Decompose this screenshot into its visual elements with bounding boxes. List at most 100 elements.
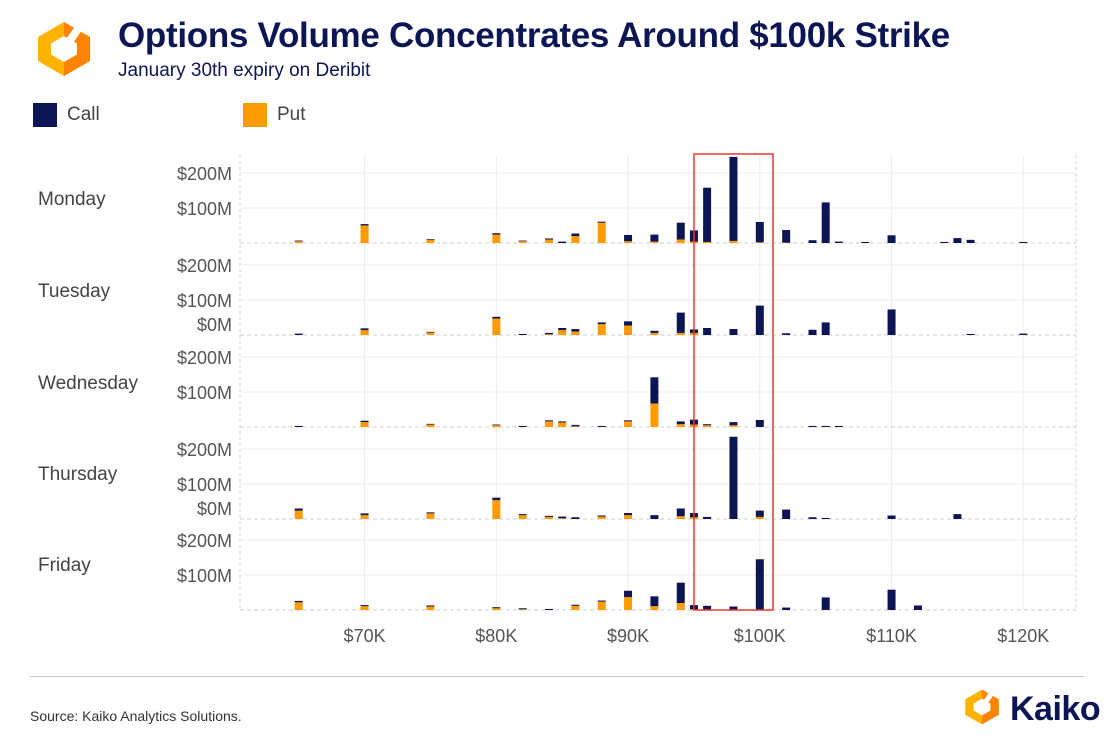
call-bar bbox=[966, 239, 975, 243]
put-bar bbox=[360, 422, 369, 427]
put-bar bbox=[492, 425, 501, 427]
put-bar bbox=[360, 225, 369, 243]
call-bar bbox=[518, 608, 527, 610]
put-bar bbox=[755, 516, 764, 519]
call-bar bbox=[808, 329, 817, 335]
call-bar bbox=[426, 605, 435, 607]
put-bar bbox=[545, 334, 554, 335]
put-bar bbox=[755, 242, 764, 243]
legend-item-put: Put bbox=[243, 103, 306, 127]
source-note: Source: Kaiko Analytics Solutions. bbox=[30, 708, 242, 724]
put-bar bbox=[650, 332, 659, 335]
call-bar bbox=[571, 517, 580, 519]
put-bar bbox=[650, 403, 659, 427]
call-bar bbox=[492, 233, 501, 235]
put-bar bbox=[703, 241, 712, 243]
put-bar bbox=[597, 516, 606, 519]
call-bar bbox=[360, 605, 369, 607]
put-bar bbox=[676, 332, 685, 335]
put-bar bbox=[545, 239, 554, 243]
put-bar bbox=[492, 608, 501, 610]
put-bar bbox=[294, 241, 303, 243]
put-bar bbox=[624, 421, 633, 427]
call-bar bbox=[597, 425, 606, 427]
x-tick-label: $100K bbox=[734, 626, 786, 646]
call-bar bbox=[492, 424, 501, 426]
call-bar bbox=[703, 328, 712, 335]
y-tick-label: $200M bbox=[177, 531, 232, 551]
put-bar bbox=[729, 240, 738, 243]
put-bar bbox=[518, 515, 527, 519]
call-bar bbox=[545, 608, 554, 610]
x-tick-label: $80K bbox=[475, 626, 517, 646]
call-bar bbox=[861, 241, 870, 243]
call-bar bbox=[597, 600, 606, 602]
call-bar bbox=[650, 596, 659, 607]
call-bar bbox=[597, 322, 606, 325]
panel-label: Friday bbox=[38, 555, 91, 576]
put-bar bbox=[676, 603, 685, 610]
call-bar bbox=[913, 605, 922, 610]
chart-title: Options Volume Concentrates Around $100k… bbox=[118, 16, 950, 55]
put-bar bbox=[426, 239, 435, 243]
y-tick-label: $100M bbox=[177, 475, 232, 495]
put-bar bbox=[624, 241, 633, 243]
put-bar bbox=[624, 515, 633, 519]
call-bar bbox=[676, 582, 685, 603]
put-bar bbox=[492, 318, 501, 335]
call-bar bbox=[953, 514, 962, 519]
call-bar bbox=[650, 234, 659, 242]
call-bar bbox=[729, 606, 738, 610]
put-bar bbox=[545, 516, 554, 519]
call-bar bbox=[676, 508, 685, 517]
put-bar bbox=[294, 510, 303, 519]
put-bar bbox=[624, 325, 633, 335]
highlight-box bbox=[693, 153, 774, 611]
call-bar bbox=[558, 241, 567, 243]
call-bar bbox=[887, 589, 896, 610]
panel-label: Thursday bbox=[38, 464, 118, 485]
put-bar bbox=[650, 606, 659, 610]
call-bar bbox=[966, 333, 975, 335]
call-bar bbox=[755, 420, 764, 427]
call-bar bbox=[571, 424, 580, 427]
call-bar bbox=[558, 516, 567, 519]
call-bar bbox=[597, 515, 606, 517]
put-bar bbox=[492, 500, 501, 519]
put-bar bbox=[426, 424, 435, 427]
put-bar bbox=[426, 513, 435, 519]
put-bar bbox=[426, 606, 435, 610]
panel-label: Monday bbox=[38, 189, 106, 210]
put-bar bbox=[597, 601, 606, 610]
put-bar bbox=[492, 234, 501, 243]
kaiko-logo-icon bbox=[33, 20, 95, 78]
call-bar bbox=[834, 241, 843, 243]
put-bar bbox=[703, 425, 712, 427]
call-bar bbox=[650, 377, 659, 404]
put-bar bbox=[729, 425, 738, 427]
put-bar bbox=[571, 236, 580, 243]
call-bar bbox=[729, 436, 738, 519]
put-bar bbox=[545, 421, 554, 427]
call-bar bbox=[782, 230, 791, 243]
call-bar bbox=[703, 516, 712, 519]
put-bar bbox=[294, 602, 303, 610]
call-bar bbox=[755, 305, 764, 335]
call-bar bbox=[703, 605, 712, 610]
call-bar bbox=[360, 420, 369, 423]
call-bar bbox=[624, 513, 633, 516]
call-bar bbox=[821, 517, 830, 519]
call-bar bbox=[492, 607, 501, 609]
call-bar bbox=[571, 329, 580, 332]
call-bar bbox=[518, 333, 527, 335]
call-bar bbox=[624, 321, 633, 326]
put-bar bbox=[676, 424, 685, 427]
call-bar bbox=[782, 607, 791, 610]
call-bar bbox=[492, 497, 501, 501]
brand-name: Kaiko bbox=[1010, 690, 1101, 728]
x-tick-label: $70K bbox=[344, 626, 386, 646]
call-bar bbox=[782, 333, 791, 335]
y-tick-label: $100M bbox=[177, 566, 232, 586]
call-bar bbox=[624, 420, 633, 422]
call-bar bbox=[360, 513, 369, 516]
